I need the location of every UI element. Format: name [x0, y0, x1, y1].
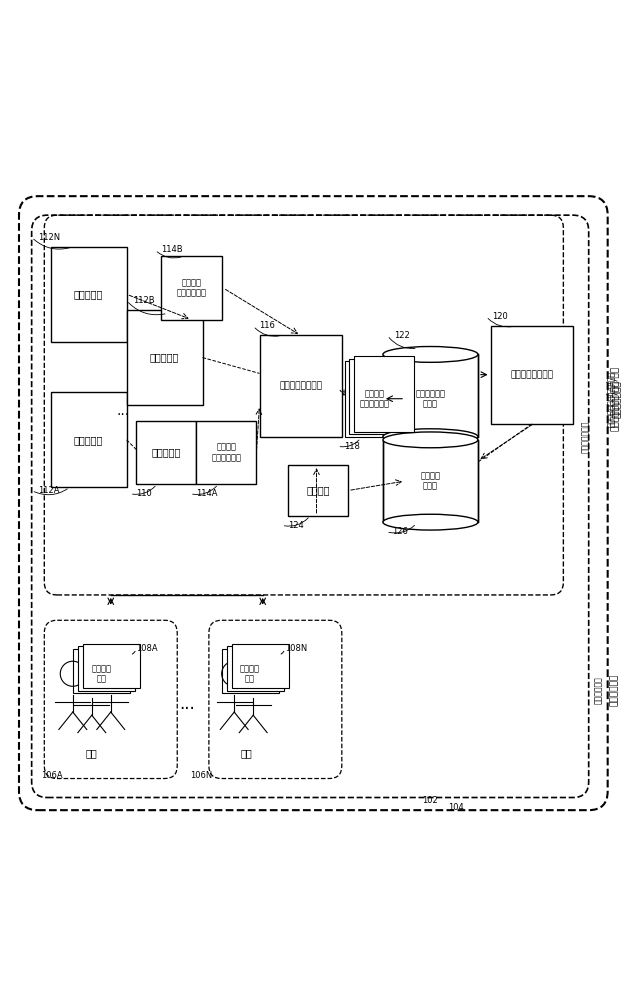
Text: ...: ... [117, 404, 130, 418]
Text: 108A: 108A [136, 644, 158, 653]
Ellipse shape [383, 429, 478, 445]
Text: 114B: 114B [161, 245, 183, 254]
Text: 116: 116 [260, 321, 275, 330]
Text: 多租户云服务: 多租户云服务 [610, 674, 618, 706]
Text: 102: 102 [423, 796, 438, 805]
Text: 更新日志的收集/转换/存储: 更新日志的收集/转换/存储 [606, 371, 615, 427]
Bar [260, 335, 342, 437]
Bar [354, 356, 414, 432]
Text: 应用服务器: 应用服务器 [74, 435, 103, 445]
Bar [491, 326, 573, 424]
Ellipse shape [383, 346, 478, 362]
Text: 编排服务器: 编排服务器 [151, 448, 181, 458]
Text: 更新日志转换服务: 更新日志转换服务 [279, 382, 322, 391]
FancyBboxPatch shape [383, 440, 478, 522]
Bar [196, 421, 256, 484]
Text: ···: ··· [179, 700, 194, 718]
Bar [73, 649, 130, 693]
Text: 更新日志
（公共模式）: 更新日志 （公共模式） [360, 389, 390, 408]
Text: 122: 122 [394, 331, 410, 340]
Ellipse shape [383, 514, 478, 530]
Bar [222, 649, 279, 693]
Text: 120: 120 [492, 312, 508, 321]
Text: 106N: 106N [190, 771, 212, 780]
Text: 104: 104 [448, 803, 463, 812]
Text: 110: 110 [136, 489, 152, 498]
Bar [136, 421, 196, 484]
Text: 126: 126 [392, 527, 408, 536]
Text: 更新日志
（第二模式）: 更新日志 （第二模式） [177, 278, 206, 298]
Text: 租户计算
设备: 租户计算 设备 [240, 664, 260, 684]
Text: 106A: 106A [41, 771, 63, 780]
Text: 分布式计算环境: 分布式计算环境 [613, 380, 622, 418]
FancyBboxPatch shape [383, 354, 478, 437]
Text: 中央改变管理服务: 中央改变管理服务 [510, 370, 553, 379]
Bar [83, 644, 140, 688]
Text: 租户: 租户 [241, 748, 253, 758]
Text: 分布式计算环境: 分布式计算环境 [581, 421, 590, 453]
Bar [161, 256, 222, 320]
Text: 118: 118 [344, 442, 360, 451]
Bar [51, 392, 127, 487]
Text: 应用服务器: 应用服务器 [74, 289, 103, 299]
Text: 多租户云服务: 多租户云服务 [594, 676, 603, 704]
Text: 108N: 108N [285, 644, 307, 653]
Bar [51, 247, 127, 342]
Bar [349, 359, 410, 434]
Text: 应用服务器: 应用服务器 [150, 353, 179, 363]
Bar [127, 310, 203, 405]
Text: 租户计算
设备: 租户计算 设备 [91, 664, 111, 684]
Text: 映射数据: 映射数据 [306, 486, 330, 496]
Bar [227, 646, 284, 691]
Text: 112B: 112B [133, 296, 154, 305]
Text: 中央更新日志
存储库: 中央更新日志 存储库 [415, 389, 446, 408]
Text: 124: 124 [288, 521, 304, 530]
Bar [288, 465, 348, 516]
Text: 114A: 114A [196, 489, 218, 498]
Text: 租户: 租户 [86, 748, 97, 758]
Bar [345, 361, 405, 437]
Text: 112N: 112N [38, 233, 60, 242]
Text: 更新日志
（第一模式）: 更新日志 （第一模式） [211, 443, 241, 462]
Bar [232, 644, 289, 688]
Ellipse shape [383, 432, 478, 448]
Text: 更新日志的收集/转换/存储: 更新日志的收集/转换/存储 [610, 366, 618, 431]
Text: 映射数据
存储库: 映射数据 存储库 [420, 471, 441, 491]
Text: 112A: 112A [38, 486, 60, 495]
Bar [78, 646, 135, 691]
